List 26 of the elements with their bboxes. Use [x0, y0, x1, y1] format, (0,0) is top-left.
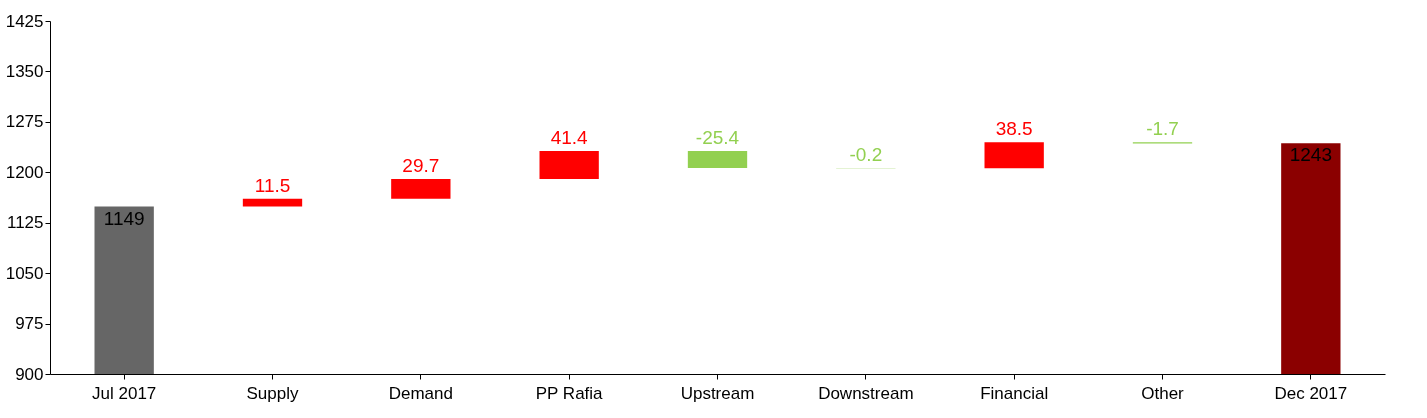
x-tick-label: Downstream [818, 383, 914, 403]
data-label: 1243 [1289, 144, 1332, 166]
y-tick-label: 975 [15, 314, 44, 334]
x-tick-label: Supply [246, 383, 299, 403]
data-label: -25.4 [695, 127, 740, 149]
y-tick-label: 1425 [5, 11, 44, 31]
x-tick-label: Demand [388, 383, 453, 403]
y-tick-label: 1350 [5, 61, 44, 81]
x-tick-label: Jul 2017 [92, 383, 157, 403]
data-label: 11.5 [254, 174, 291, 196]
data-label: -1.7 [1146, 118, 1179, 140]
data-label: 38.5 [995, 118, 1033, 140]
data-label: -0.2 [849, 144, 883, 166]
y-tick-label: 900 [15, 364, 44, 384]
y-tick-label: 1200 [5, 162, 44, 182]
data-label: 41.4 [550, 127, 589, 149]
x-tick-label: Upstream [680, 383, 755, 403]
y-tick-label: 1050 [5, 263, 44, 283]
x-tick-label: Financial [980, 383, 1049, 403]
y-tick-label: 1125 [6, 213, 44, 233]
x-tick-label: Other [1141, 383, 1185, 403]
y-tick-label: 1275 [5, 112, 44, 132]
data-label: 29.7 [402, 154, 440, 176]
x-tick-label: Dec 2017 [1274, 383, 1348, 403]
data-label: 1149 [103, 207, 145, 229]
x-tick-label: PP Rafia [535, 383, 604, 403]
